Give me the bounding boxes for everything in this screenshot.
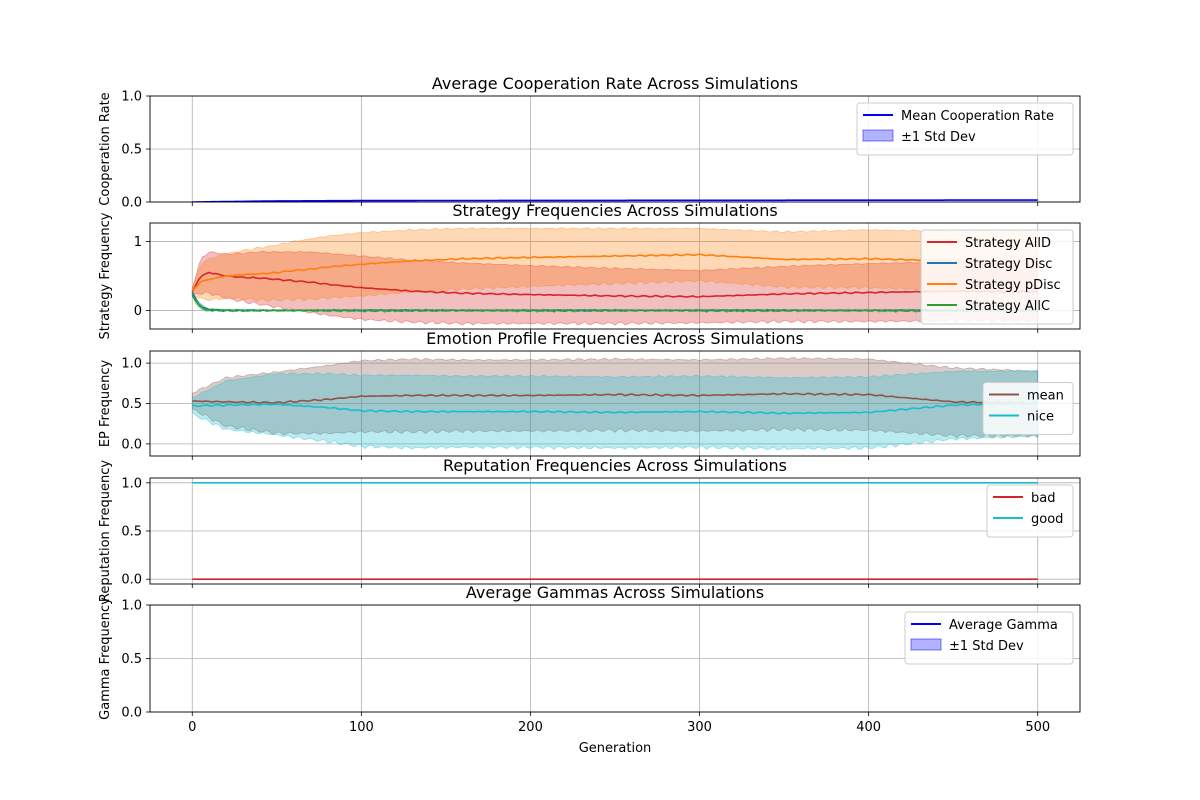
legend-label: mean	[1027, 389, 1064, 404]
legend-label: Strategy pDisc	[965, 278, 1061, 293]
x-tick-label: 200	[518, 720, 543, 735]
legend-box	[986, 484, 1074, 538]
y-axis-label: Reputation Frequency	[98, 460, 113, 603]
y-tick-label: 0.5	[121, 525, 142, 540]
plot-area	[192, 481, 1038, 581]
legend-label: Strategy AllC	[965, 299, 1050, 314]
y-tick-label: 1.0	[121, 90, 142, 105]
legend: bad good	[986, 484, 1074, 538]
x-tick-label: 400	[856, 720, 881, 735]
legend: mean nice	[982, 382, 1074, 435]
y-tick-label: 1	[134, 235, 142, 250]
axes-frame	[149, 222, 1081, 330]
y-tick-label: 0.0	[121, 706, 142, 721]
x-tick-label: 100	[349, 720, 374, 735]
panel-title: Strategy Frequencies Across Simulations	[452, 201, 777, 220]
y-tick-label: 0.5	[121, 143, 142, 158]
y-tick-label: 0.5	[121, 652, 142, 667]
panel-title: Emotion Profile Frequencies Across Simul…	[426, 329, 804, 348]
legend-swatch	[862, 129, 894, 142]
y-axis-label: Strategy Frequency	[98, 212, 113, 339]
std-band-nice	[191, 369, 1039, 451]
panel-1: 0.0 0.5 1.0 Average Cooperation Rate Across…	[98, 74, 1081, 211]
legend-label: ±1 Std Dev	[901, 130, 976, 145]
y-axis-label: Cooperation Rate	[98, 92, 113, 205]
series-line-mean	[192, 392, 1039, 405]
legend-label: Average Gamma	[949, 618, 1058, 633]
legend-swatch	[910, 638, 942, 651]
y-axis-label: Gamma Frequency	[98, 597, 113, 720]
series-line-mean-cooperation-rate	[192, 199, 1038, 202]
series-line-strategy-alld	[191, 271, 1038, 298]
legend: Strategy AllD Strategy Disc Strategy pDisc…	[920, 229, 1074, 325]
legend-label: Strategy AllD	[965, 236, 1051, 251]
legend-label: Mean Cooperation Rate	[901, 109, 1054, 124]
x-tick-label: 0	[188, 720, 196, 735]
panel-3: 0.0 0.5 1.0 Emotion Profile Frequencies Acr…	[98, 329, 1081, 460]
legend-label: Strategy Disc	[965, 257, 1052, 272]
panel-title: Average Cooperation Rate Across Simulati…	[432, 74, 798, 93]
y-tick-label: 1.0	[121, 599, 142, 614]
std-band-mean	[191, 356, 1039, 439]
panel-4: 0.0 0.5 1.0 Reputation Frequencies Across S…	[98, 456, 1081, 603]
legend: Average Gamma ±1 Std Dev	[904, 611, 1074, 665]
panel-title: Reputation Frequencies Across Simulation…	[443, 456, 787, 475]
legend-box	[856, 102, 1074, 156]
plot-area	[191, 227, 1039, 326]
x-tick-label: 500	[1025, 720, 1050, 735]
y-tick-label: 0	[134, 304, 142, 319]
legend-label: ±1 Std Dev	[949, 639, 1024, 654]
x-axis-label: Generation	[579, 741, 652, 756]
panel-title: Average Gammas Across Simulations	[466, 583, 764, 602]
y-tick-label: 0.0	[121, 573, 142, 588]
legend-label: bad	[1031, 491, 1055, 506]
legend: Mean Cooperation Rate ±1 Std Dev	[856, 102, 1074, 156]
y-tick-label: 0.0	[121, 437, 142, 452]
legend-box	[904, 611, 1074, 665]
y-tick-label: 1.0	[121, 357, 142, 372]
legend-label: good	[1031, 512, 1063, 527]
series-line-strategy-allc	[191, 294, 1038, 313]
panel-5: 0.0 0.5 1.0 0 100 200 300 400 500 Average Gammas …	[98, 583, 1081, 735]
series-line-nice	[192, 402, 1038, 415]
series-line-strategy-pdisc	[191, 253, 1038, 292]
y-tick-label: 0.0	[121, 196, 142, 211]
plot-area	[191, 356, 1039, 451]
y-tick-label: 0.5	[121, 397, 142, 412]
y-tick-label: 1.0	[121, 476, 142, 491]
plot-area	[192, 199, 1038, 202]
legend-label: nice	[1027, 410, 1054, 425]
legend-box	[920, 229, 1074, 325]
panel-2: 0 1 Strategy Frequencies Across Simulation…	[98, 201, 1081, 340]
y-axis-label: EP Frequency	[98, 360, 113, 448]
x-tick-label: 300	[687, 720, 712, 735]
